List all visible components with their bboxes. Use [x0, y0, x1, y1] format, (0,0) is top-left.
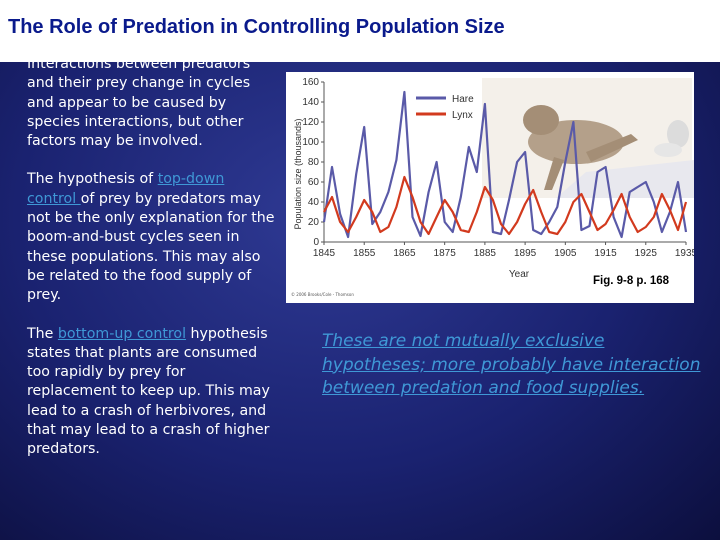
para3-prefix: The — [27, 325, 58, 342]
x-tick-label: 1875 — [434, 248, 457, 259]
x-tick-label: 1925 — [635, 248, 658, 259]
y-tick-label: 0 — [313, 237, 319, 248]
body-text: Interactions between predators and their… — [27, 55, 275, 479]
y-tick-label: 160 — [302, 77, 319, 88]
paragraph-interactions: Interactions between predators and their… — [27, 56, 251, 150]
para2-suffix: of prey by predators may not be the only… — [27, 190, 275, 304]
series-line-hare — [322, 90, 688, 239]
series-line-lynx — [323, 175, 688, 236]
chart-lines — [322, 90, 688, 239]
title-bar: The Role of Predation in Controlling Pop… — [0, 0, 720, 62]
legend-label-lynx: Lynx — [452, 110, 473, 121]
chart-axes: 0 20 40 60 80 100 120 140 160 1845 1855 1865 1875 188… — [302, 77, 694, 259]
y-tick-label: 80 — [308, 157, 320, 168]
conclusion-text: These are not mutually exclusive hypothe… — [322, 331, 701, 398]
x-tick-label: 1885 — [474, 248, 497, 259]
population-chart: 0 20 40 60 80 100 120 140 160 1845 1855 1865 1875 188… — [293, 77, 694, 280]
para2-prefix: The hypothesis of — [27, 171, 158, 188]
population-chart-figure: 0 20 40 60 80 100 120 140 160 1845 1855 1865 1875 188… — [286, 72, 694, 303]
x-axis-label: Year — [509, 269, 530, 280]
x-tick-label: 1855 — [353, 248, 376, 259]
y-tick-label: 40 — [308, 197, 320, 208]
legend-label-hare: Hare — [452, 94, 474, 105]
figure-reference: Fig. 9-8 p. 168 — [592, 275, 670, 287]
y-tick-label: 120 — [302, 117, 319, 128]
x-tick-label: 1845 — [313, 248, 336, 259]
y-axis-label: Population size (thousands) — [293, 118, 303, 229]
slide-title: The Role of Predation in Controlling Pop… — [8, 16, 505, 38]
x-tick-label: 1905 — [554, 248, 577, 259]
x-tick-label: 1935 — [675, 248, 694, 259]
paragraph-top-down: The hypothesis of top-down control of pr… — [27, 170, 275, 305]
x-tick-label: 1895 — [514, 248, 537, 259]
chart-legend: Hare Lynx — [416, 94, 474, 121]
y-tick-label: 20 — [308, 217, 320, 228]
top-down-control-link[interactable]: top-down control — [27, 171, 225, 207]
lynx-and-hare-illustration — [482, 78, 694, 198]
y-tick-label: 140 — [302, 97, 319, 108]
bottom-up-control-link[interactable]: bottom-up control — [57, 325, 187, 342]
x-tick-label: 1915 — [594, 248, 617, 259]
figure-credit: © 2006 Brooks/Cole - Thomson — [291, 292, 354, 297]
x-tick-label: 1865 — [393, 248, 416, 259]
paragraph-bottom-up: The bottom-up control hypothesis states … — [27, 325, 275, 460]
para3-suffix: hypothesis states that plants are consum… — [27, 325, 270, 458]
y-tick-label: 100 — [302, 137, 319, 148]
y-tick-label: 60 — [308, 177, 320, 188]
